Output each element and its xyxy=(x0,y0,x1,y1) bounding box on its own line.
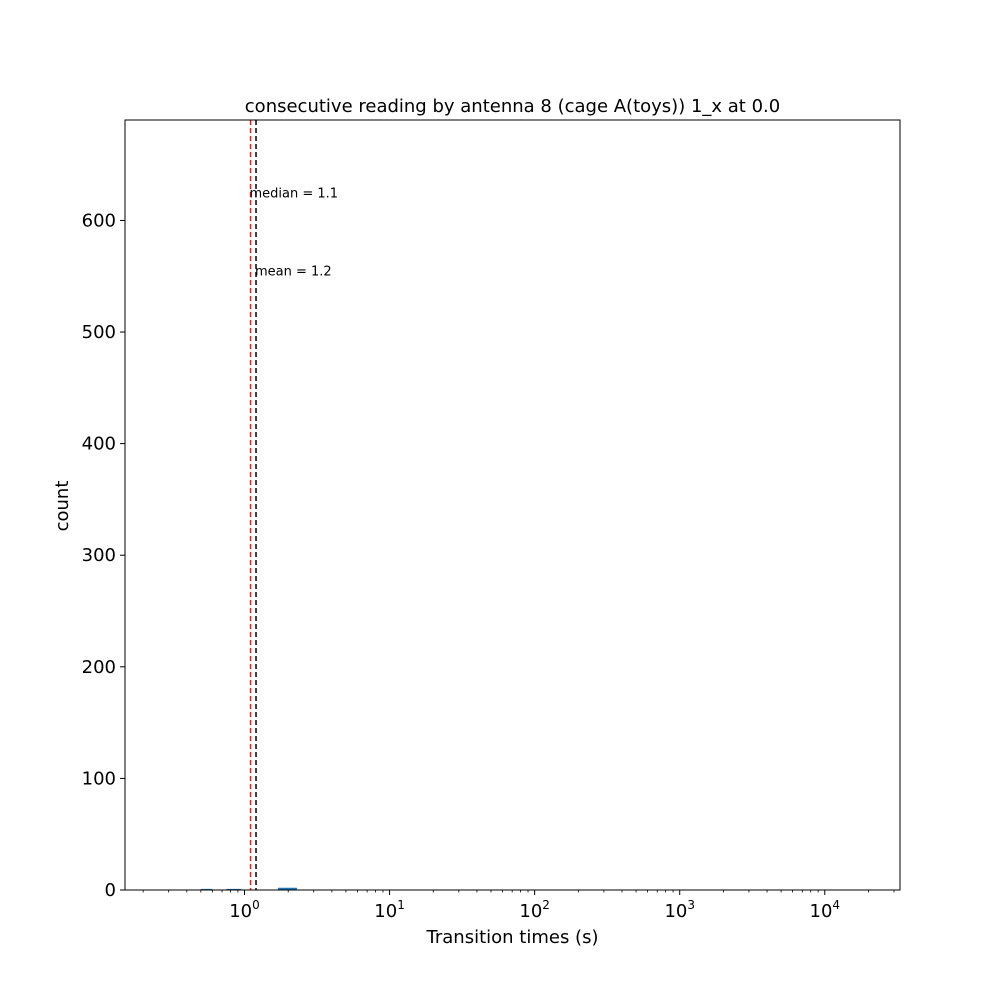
x-tick-label: 102 xyxy=(519,898,550,922)
stat-markers: median = 1.1 mean = 1.2 xyxy=(250,120,339,890)
x-major-ticks: 100 101 102 103 104 xyxy=(229,890,840,922)
y-tick-label: 0 xyxy=(105,880,116,901)
histogram-bar xyxy=(277,887,297,890)
y-tick-label: 100 xyxy=(82,768,116,789)
y-tick-label: 400 xyxy=(82,434,116,455)
histogram-bar xyxy=(226,888,242,890)
x-tick-label: 103 xyxy=(664,898,695,922)
histogram-bars xyxy=(200,887,297,890)
y-ticks: 0 100 200 300 400 500 600 xyxy=(82,210,125,901)
y-tick-label: 300 xyxy=(82,545,116,566)
x-axis-label: Transition times (s) xyxy=(426,927,599,948)
histogram-bar xyxy=(200,888,213,890)
y-tick-label: 600 xyxy=(82,210,116,231)
mean-label: mean = 1.2 xyxy=(255,265,332,280)
plot-frame xyxy=(124,119,901,891)
y-tick-label: 500 xyxy=(82,322,116,343)
x-tick-label: 104 xyxy=(810,898,841,922)
median-label: median = 1.1 xyxy=(250,187,339,202)
chart-title: consecutive reading by antenna 8 (cage A… xyxy=(245,96,780,117)
x-tick-label: 100 xyxy=(229,898,260,922)
y-tick-label: 200 xyxy=(82,657,116,678)
y-axis-label: count xyxy=(52,481,73,532)
x-tick-label: 101 xyxy=(374,898,405,922)
